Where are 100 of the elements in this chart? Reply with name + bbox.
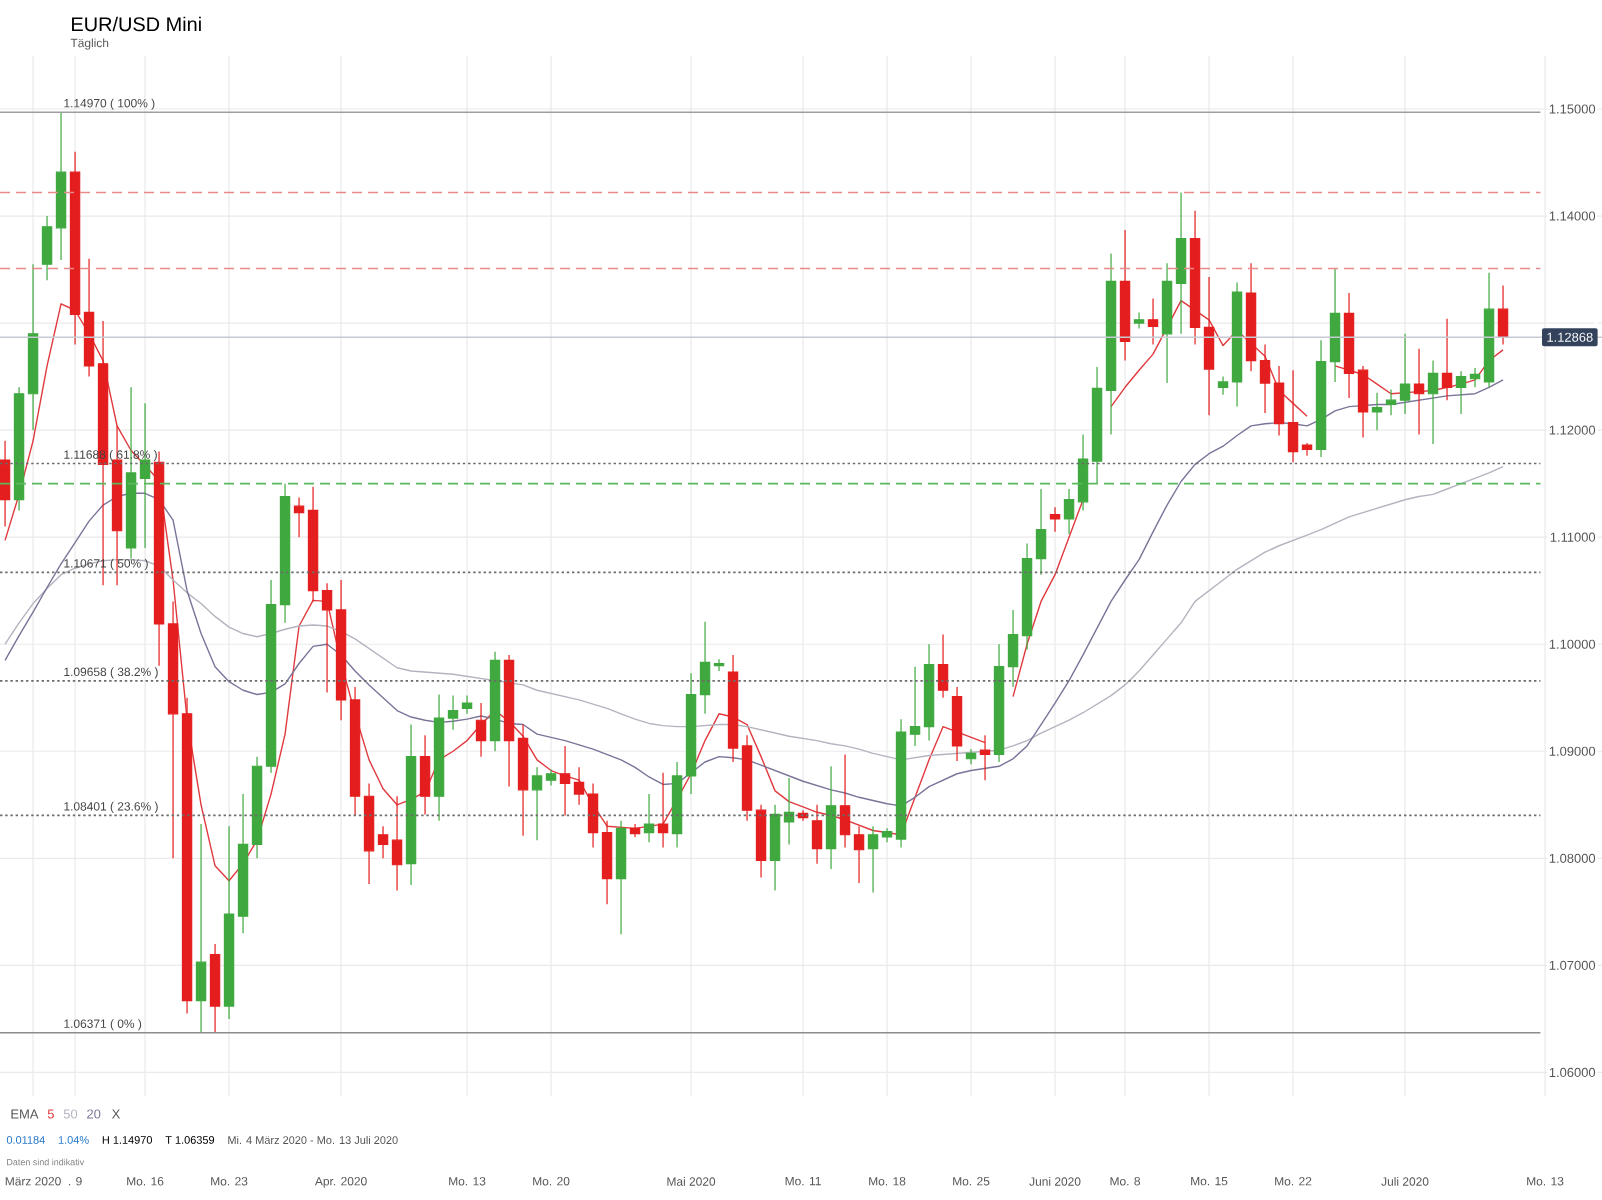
candlestick (195, 823, 207, 1034)
candlestick (727, 654, 739, 763)
candlestick (1455, 370, 1467, 415)
candlestick (1077, 433, 1089, 512)
candlestick (1259, 343, 1271, 414)
candlestick (741, 734, 753, 822)
candlestick (853, 825, 865, 884)
candlestick (1427, 359, 1439, 445)
candlestick (391, 795, 403, 892)
candlestick (1301, 442, 1313, 457)
candlestick (27, 263, 39, 431)
candlestick (755, 804, 767, 879)
chart-title: EUR/USD Mini (72, 16, 201, 32)
candlestick (0, 440, 11, 528)
candlestick (1189, 210, 1201, 346)
candlestick (713, 658, 725, 672)
candlestick (769, 804, 781, 892)
candlestick (1413, 348, 1425, 436)
candlestick (13, 386, 25, 512)
candlestick (41, 215, 53, 281)
candlestick (895, 718, 907, 849)
candlestick (489, 651, 501, 752)
candlestick (503, 654, 515, 788)
candlestick (1231, 281, 1243, 408)
candlestick (1343, 292, 1355, 399)
candlestick (349, 686, 361, 817)
candlestick (475, 702, 487, 758)
candlestick (587, 782, 599, 849)
candlestick (321, 582, 333, 693)
candlestick (573, 766, 585, 806)
candlestick (699, 621, 711, 715)
candlestick (1469, 367, 1481, 388)
candlestick (1063, 488, 1075, 535)
candlestick (1105, 252, 1117, 436)
candlestick (797, 809, 809, 822)
candlestick (1483, 272, 1495, 388)
candlestick (209, 943, 221, 1034)
candlestick (419, 734, 431, 816)
candlestick (601, 820, 613, 905)
candlestick (181, 697, 193, 1015)
candlestick (1119, 229, 1131, 362)
candlestick (629, 823, 641, 838)
candlestick (1007, 609, 1019, 688)
candlestick (55, 111, 67, 261)
candlestick (559, 745, 571, 817)
candlestick (1091, 366, 1103, 485)
candlestick (993, 643, 1005, 763)
candlestick (531, 766, 543, 841)
candlestick (545, 768, 557, 787)
candlestick (1133, 311, 1145, 330)
candlestick (251, 756, 263, 859)
candlestick (825, 765, 837, 870)
candlestick (1203, 276, 1215, 416)
candlestick (1357, 365, 1369, 439)
candlestick (433, 693, 445, 822)
candlestick (293, 496, 305, 538)
candlestick (1497, 285, 1509, 346)
candlestick (951, 686, 963, 762)
candlestick (881, 827, 893, 843)
candlestick (1329, 267, 1341, 383)
candlestick (867, 825, 879, 894)
candlestick (1385, 388, 1397, 416)
candlestick (279, 483, 291, 624)
candlestick (405, 723, 417, 886)
candlestick (657, 772, 669, 849)
candlestick (83, 258, 95, 378)
candlestick (923, 643, 935, 742)
candlestick (1035, 488, 1047, 576)
candlestick (671, 761, 683, 849)
candlestick (265, 579, 277, 774)
candlestick (909, 666, 921, 747)
candlestick (1161, 262, 1173, 384)
candlestick (153, 450, 165, 667)
candlestick (1147, 297, 1159, 346)
candlestick (461, 695, 473, 715)
candlestick (965, 748, 977, 765)
candlestick (615, 820, 627, 935)
candlestick (167, 600, 179, 859)
candlestick (377, 825, 389, 859)
candlestick (363, 782, 375, 885)
candlestick (1175, 191, 1187, 335)
candlestick (1021, 543, 1033, 651)
candlestick (1399, 333, 1411, 415)
candlestick (643, 793, 655, 843)
candlestick (685, 672, 697, 795)
candlestick (517, 723, 529, 837)
candlestick (839, 753, 851, 849)
candlestick (1315, 339, 1327, 458)
candlestick (1441, 318, 1453, 401)
candlestick (937, 634, 949, 699)
candlestick (335, 579, 347, 721)
candlestick (979, 734, 991, 781)
candlestick (223, 825, 235, 1020)
candlestick (1287, 369, 1299, 463)
candlestick (811, 804, 823, 865)
candlestick (237, 793, 249, 934)
candlestick (1371, 392, 1383, 431)
candlestick (1049, 506, 1061, 533)
candlestick (447, 695, 459, 731)
candlestick (1217, 376, 1229, 396)
